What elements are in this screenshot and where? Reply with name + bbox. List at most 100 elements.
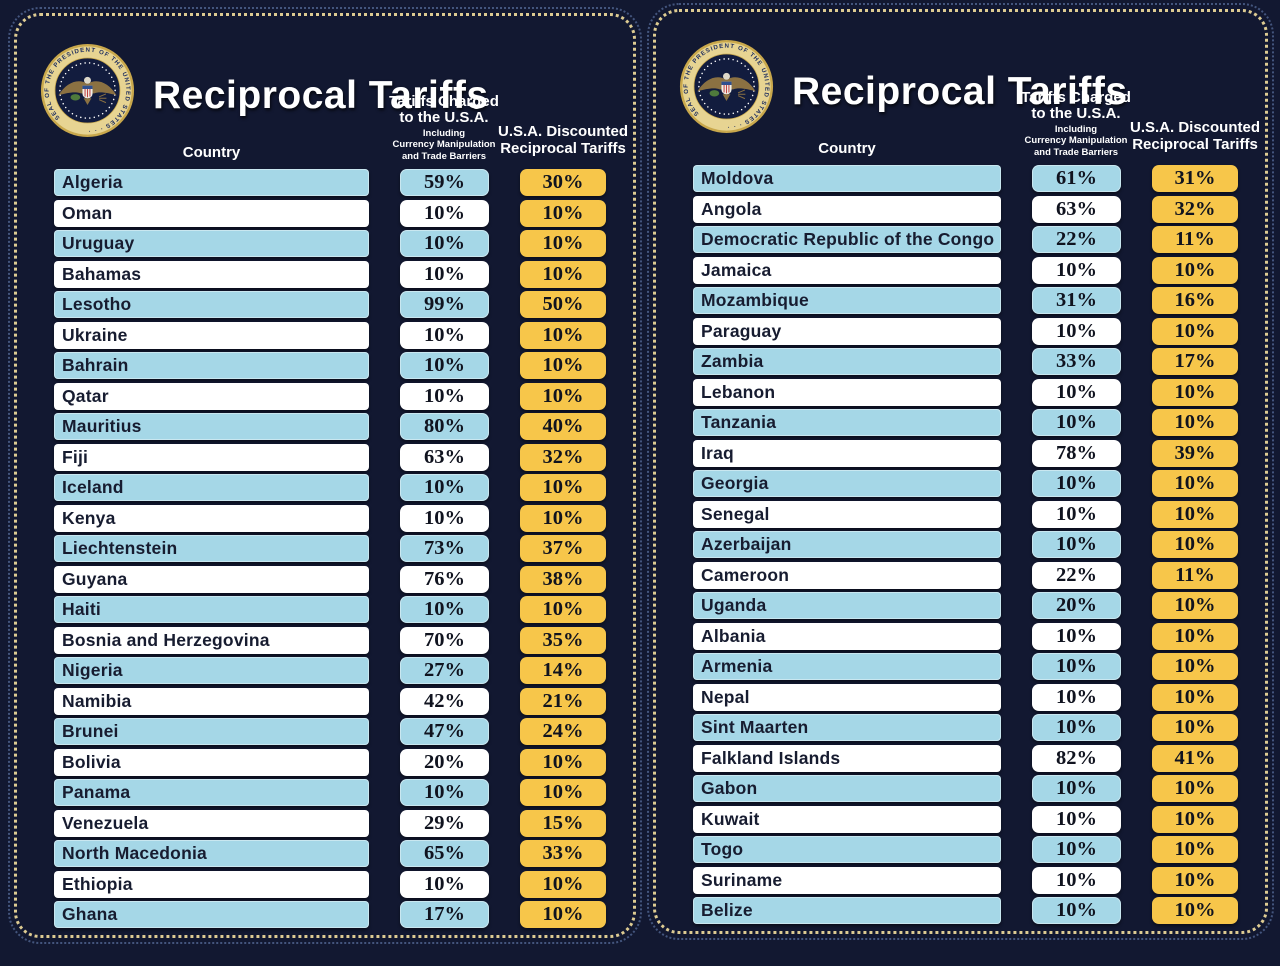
- charged-tariff-value: 63%: [1032, 195, 1121, 223]
- country-label: Nepal: [693, 683, 1001, 711]
- table-row: North Macedonia 65% 33%: [54, 840, 606, 867]
- discounted-tariff-value: 10%: [520, 382, 606, 410]
- charged-tariff-value: 80%: [400, 413, 489, 440]
- charged-tariff-value: 10%: [400, 596, 489, 623]
- charged-tariff-value: 10%: [400, 870, 489, 898]
- discounted-tariff-value: 11%: [1152, 226, 1238, 253]
- charged-tariff-value: 10%: [1032, 500, 1121, 528]
- table-row: Iraq 78% 39%: [693, 439, 1238, 467]
- discounted-tariff-value: 41%: [1152, 744, 1238, 772]
- page-title: Reciprocal Tariffs: [792, 70, 1128, 113]
- country-label: Kenya: [54, 504, 369, 532]
- table-row: Algeria 59% 30%: [54, 169, 606, 196]
- charged-tariff-value: 22%: [1032, 226, 1121, 253]
- charged-tariff-value: 10%: [1032, 470, 1121, 497]
- discounted-tariff-value: 10%: [1152, 653, 1238, 680]
- charged-header-line2: to the U.S.A.: [1031, 104, 1121, 122]
- discounted-tariff-value: 21%: [520, 687, 606, 715]
- discounted-tariff-value: 11%: [1152, 561, 1238, 589]
- discounted-tariff-value: 10%: [1152, 714, 1238, 741]
- charged-tariff-value: 10%: [400, 504, 489, 532]
- country-label: Uganda: [693, 592, 1001, 619]
- discounted-tariff-value: 10%: [1152, 683, 1238, 711]
- table-row: Gabon 10% 10%: [693, 775, 1238, 802]
- table-row: Bolivia 20% 10%: [54, 748, 606, 776]
- column-header-country: Country: [182, 144, 241, 161]
- country-label: Fiji: [54, 443, 369, 471]
- country-label: Kuwait: [693, 805, 1001, 833]
- charged-tariff-value: 10%: [1032, 683, 1121, 711]
- table-row: Cameroon 22% 11%: [693, 561, 1238, 589]
- charged-subheader-line3: and Trade Barriers: [1034, 146, 1118, 158]
- charged-tariff-value: 10%: [1032, 775, 1121, 802]
- country-label: Bosnia and Herzegovina: [54, 626, 369, 654]
- country-label: Ethiopia: [54, 870, 369, 898]
- charged-tariff-value: 10%: [1032, 805, 1121, 833]
- tariff-table: Algeria 59% 30% Oman 10% 10% Uruguay 10%…: [17, 169, 633, 928]
- discounted-tariff-value: 10%: [1152, 256, 1238, 284]
- table-row: Moldova 61% 31%: [693, 165, 1238, 192]
- discounted-tariff-value: 10%: [1152, 378, 1238, 406]
- table-row: Ukraine 10% 10%: [54, 321, 606, 349]
- country-label: Sint Maarten: [693, 714, 1001, 741]
- table-row: Kuwait 10% 10%: [693, 805, 1238, 833]
- table-row: Bosnia and Herzegovina 70% 35%: [54, 626, 606, 654]
- charged-tariff-value: 63%: [400, 443, 489, 471]
- charged-subheader-line2: Currency Manipulation: [1024, 135, 1128, 147]
- country-label: Georgia: [693, 470, 1001, 497]
- charged-tariff-value: 10%: [400, 474, 489, 501]
- discounted-tariff-value: 10%: [1152, 409, 1238, 436]
- charged-tariff-value: 10%: [1032, 714, 1121, 741]
- discounted-header-line2: Reciprocal Tariffs: [1132, 135, 1258, 153]
- table-row: Panama 10% 10%: [54, 779, 606, 806]
- table-row: Namibia 42% 21%: [54, 687, 606, 715]
- table-row: Mozambique 31% 16%: [693, 287, 1238, 314]
- charged-subheader-line1: Including: [1054, 123, 1098, 135]
- charged-tariff-value: 27%: [400, 657, 489, 684]
- tariff-board-right: SEAL OF THE PRESIDENT OF THE UNITED STAT…: [647, 3, 1274, 940]
- charged-header-line1: Tariffs Charged: [389, 92, 499, 110]
- charged-tariff-value: 47%: [400, 718, 489, 745]
- table-row: Ghana 17% 10%: [54, 901, 606, 928]
- discounted-tariff-value: 10%: [520, 199, 606, 227]
- discounted-tariff-value: 50%: [520, 291, 606, 318]
- table-row: Suriname 10% 10%: [693, 866, 1238, 894]
- country-label: Falkland Islands: [693, 744, 1001, 772]
- charged-header-line2: to the U.S.A.: [399, 108, 489, 126]
- charged-tariff-value: 82%: [1032, 744, 1121, 772]
- charged-subheader-line3: and Trade Barriers: [402, 150, 486, 162]
- charged-tariff-value: 10%: [400, 382, 489, 410]
- charged-tariff-value: 10%: [1032, 409, 1121, 436]
- discounted-tariff-value: 14%: [520, 657, 606, 684]
- country-label: Azerbaijan: [693, 531, 1001, 558]
- charged-tariff-value: 10%: [400, 260, 489, 288]
- country-label: Belize: [693, 897, 1001, 924]
- discounted-tariff-value: 30%: [520, 169, 606, 196]
- page-title: Reciprocal Tariffs: [153, 74, 489, 117]
- column-header-tariffs-charged: Tariffs Charged to the U.S.A. Including …: [986, 89, 1166, 158]
- discounted-tariff-value: 10%: [1152, 500, 1238, 528]
- charged-tariff-value: 10%: [400, 321, 489, 349]
- discounted-tariff-value: 10%: [1152, 836, 1238, 863]
- charged-tariff-value: 10%: [1032, 378, 1121, 406]
- country-label: Mauritius: [54, 413, 369, 440]
- discounted-tariff-value: 10%: [520, 870, 606, 898]
- table-row: Georgia 10% 10%: [693, 470, 1238, 497]
- presidential-seal-icon: SEAL OF THE PRESIDENT OF THE UNITED STAT…: [679, 39, 774, 134]
- discounted-tariff-value: 10%: [520, 779, 606, 806]
- charged-tariff-value: 70%: [400, 626, 489, 654]
- discounted-tariff-value: 10%: [520, 901, 606, 928]
- discounted-header-line2: Reciprocal Tariffs: [500, 139, 626, 157]
- country-label: Haiti: [54, 596, 369, 623]
- country-label: Panama: [54, 779, 369, 806]
- table-row: Bahamas 10% 10%: [54, 260, 606, 288]
- table-row: Lebanon 10% 10%: [693, 378, 1238, 406]
- table-row: Uruguay 10% 10%: [54, 230, 606, 257]
- discounted-tariff-value: 10%: [520, 504, 606, 532]
- table-row: Angola 63% 32%: [693, 195, 1238, 223]
- table-row: Senegal 10% 10%: [693, 500, 1238, 528]
- table-row: Sint Maarten 10% 10%: [693, 714, 1238, 741]
- country-label: Gabon: [693, 775, 1001, 802]
- charged-tariff-value: 10%: [1032, 897, 1121, 924]
- charged-subheader-line2: Currency Manipulation: [392, 139, 496, 151]
